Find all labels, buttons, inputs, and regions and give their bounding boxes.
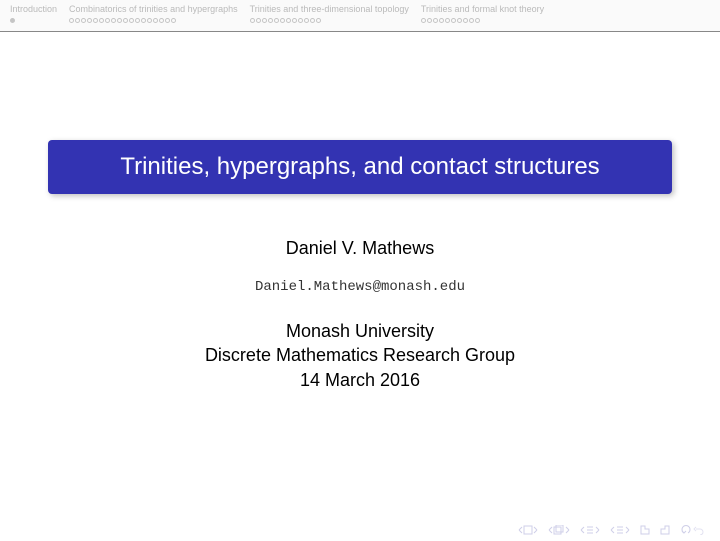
nav-doc-back-icon[interactable] [640,525,650,535]
nav-progress-dots [250,18,409,23]
progress-dot[interactable] [105,18,110,23]
progress-dot[interactable] [451,18,456,23]
progress-dot[interactable] [445,18,450,23]
progress-dot[interactable] [298,18,303,23]
slide-content: Trinities, hypergraphs, and contact stru… [0,140,720,392]
progress-dot[interactable] [463,18,468,23]
progress-dot[interactable] [10,18,15,23]
progress-dot[interactable] [135,18,140,23]
affiliation-block: Monash University Discrete Mathematics R… [0,319,720,392]
progress-dot[interactable] [433,18,438,23]
progress-dot[interactable] [99,18,104,23]
nav-section-icon[interactable] [610,525,630,535]
nav-section-title: Combinatorics of trinities and hypergrap… [69,4,238,16]
progress-dot[interactable] [93,18,98,23]
nav-section[interactable]: Combinatorics of trinities and hypergrap… [69,4,238,31]
progress-dot[interactable] [475,18,480,23]
beamer-nav-footer [518,525,706,535]
nav-progress-dots [421,18,544,23]
progress-dot[interactable] [117,18,122,23]
author-name: Daniel V. Mathews [0,238,720,259]
progress-dot[interactable] [81,18,86,23]
nav-undo-icon[interactable] [680,525,706,535]
section-nav-bar: Introduction Combinatorics of trinities a… [0,0,720,32]
progress-dot[interactable] [171,18,176,23]
progress-dot[interactable] [153,18,158,23]
progress-dot[interactable] [286,18,291,23]
nav-subsection-icon[interactable] [580,525,600,535]
progress-dot[interactable] [304,18,309,23]
progress-dot[interactable] [427,18,432,23]
progress-dot[interactable] [457,18,462,23]
progress-dot[interactable] [256,18,261,23]
progress-dot[interactable] [268,18,273,23]
nav-slide-back-icon[interactable] [518,525,538,535]
nav-section-title: Introduction [10,4,57,16]
progress-dot[interactable] [141,18,146,23]
nav-section-title: Trinities and formal knot theory [421,4,544,16]
progress-dot[interactable] [262,18,267,23]
nav-section[interactable]: Trinities and formal knot theory [421,4,544,31]
progress-dot[interactable] [129,18,134,23]
progress-dot[interactable] [469,18,474,23]
progress-dot[interactable] [316,18,321,23]
nav-doc-forward-icon[interactable] [660,525,670,535]
author-email: Daniel.Mathews@monash.edu [0,279,720,295]
affiliation-group: Discrete Mathematics Research Group [0,343,720,367]
progress-dot[interactable] [292,18,297,23]
progress-dot[interactable] [75,18,80,23]
progress-dot[interactable] [87,18,92,23]
progress-dot[interactable] [123,18,128,23]
nav-section[interactable]: Introduction [10,4,57,31]
nav-frame-back-icon[interactable] [548,525,570,535]
nav-section-title: Trinities and three-dimensional topology [250,4,409,16]
progress-dot[interactable] [111,18,116,23]
slide-title: Trinities, hypergraphs, and contact stru… [48,140,672,194]
nav-progress-dots [69,18,238,23]
nav-progress-dots [10,18,57,23]
progress-dot[interactable] [250,18,255,23]
progress-dot[interactable] [147,18,152,23]
progress-dot[interactable] [439,18,444,23]
talk-date: 14 March 2016 [0,368,720,392]
progress-dot[interactable] [421,18,426,23]
progress-dot[interactable] [69,18,74,23]
affiliation-university: Monash University [0,319,720,343]
progress-dot[interactable] [310,18,315,23]
progress-dot[interactable] [159,18,164,23]
progress-dot[interactable] [274,18,279,23]
nav-section[interactable]: Trinities and three-dimensional topology [250,4,409,31]
progress-dot[interactable] [165,18,170,23]
progress-dot[interactable] [280,18,285,23]
